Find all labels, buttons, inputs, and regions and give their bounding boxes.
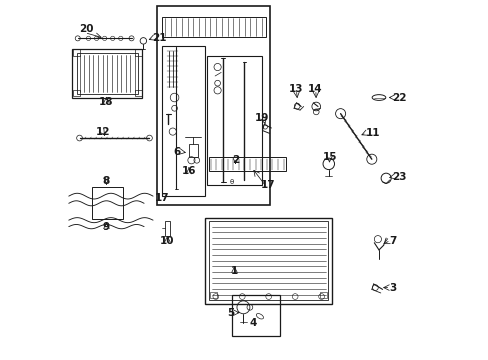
Text: 11: 11 [365, 129, 380, 138]
Text: 9: 9 [102, 222, 110, 232]
Text: 21: 21 [152, 33, 166, 43]
Bar [135, 90, 142, 96]
Text: 23: 23 [391, 172, 406, 182]
Text: 17: 17 [154, 193, 169, 203]
Bar [162, 17, 265, 37]
Text: θ: θ [229, 179, 234, 185]
Bar [92, 187, 122, 220]
Bar [164, 221, 170, 235]
Bar [206, 56, 262, 185]
Bar [188, 144, 198, 157]
Text: 15: 15 [322, 152, 336, 162]
Text: 20: 20 [79, 24, 93, 34]
Bar [156, 6, 269, 205]
Text: 1: 1 [230, 266, 238, 276]
Bar [135, 49, 142, 56]
Bar [208, 157, 285, 171]
Bar [77, 53, 138, 94]
Bar [231, 295, 280, 336]
Text: 13: 13 [288, 84, 303, 94]
Text: 16: 16 [182, 166, 196, 176]
Text: 2: 2 [231, 155, 239, 165]
Text: 22: 22 [391, 93, 406, 103]
Bar [204, 218, 332, 304]
Bar [73, 49, 80, 56]
Text: 17: 17 [260, 180, 275, 190]
Text: 5: 5 [227, 308, 234, 318]
Bar [73, 90, 80, 96]
Bar [72, 49, 142, 98]
Text: 10: 10 [160, 236, 174, 246]
Text: 4: 4 [249, 318, 257, 328]
Bar [210, 292, 217, 298]
Bar [209, 221, 327, 300]
Text: 14: 14 [307, 84, 322, 94]
Text: 7: 7 [389, 236, 396, 246]
Text: 3: 3 [389, 283, 396, 293]
Text: 6: 6 [173, 147, 180, 157]
Bar [162, 45, 204, 196]
Text: 8: 8 [102, 176, 110, 186]
Text: 19: 19 [255, 113, 269, 123]
Text: 12: 12 [95, 127, 110, 136]
Bar [320, 292, 326, 298]
Text: 18: 18 [99, 97, 113, 107]
